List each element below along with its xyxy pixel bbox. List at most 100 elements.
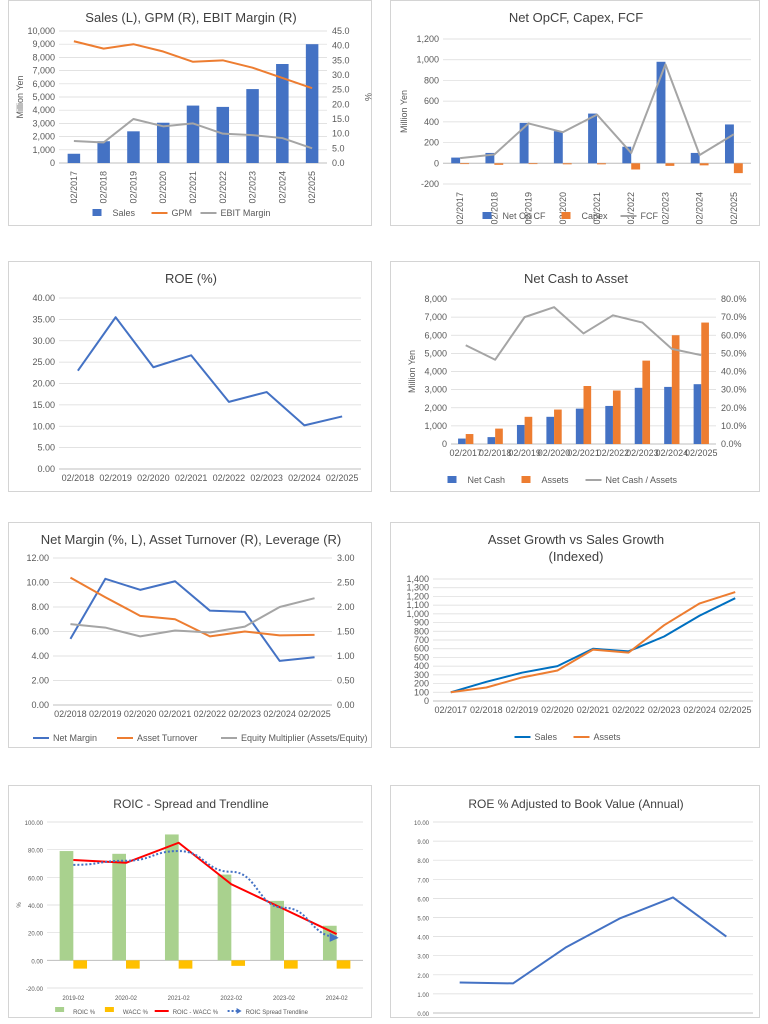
bar-roic- [270,900,284,961]
x-tick-label: 02/2022 [612,705,645,715]
bar-net-op-cf [519,122,529,164]
bar-net-cash [458,438,466,444]
line-net-margin [69,577,315,662]
chart-roe-adjusted-book: ROE % Adjusted to Book Value (Annual) 0.0… [390,785,760,1018]
x-tick-label: 02/2020 [541,705,574,715]
x-tick-label: 02/2021 [159,709,192,719]
y-tick-label: 10.00 [26,578,49,588]
bar-capex [494,163,504,165]
x-tick-label: 02/2018 [54,709,87,719]
x-tick-label: 02/2020 [158,171,168,204]
bar-capex [528,163,538,165]
y2-tick-label: 35.0 [332,55,350,65]
x-tick-label: 02/2022 [626,192,636,225]
x-tick-label: 02/2024 [263,709,296,719]
x-tick-label: 02/2023 [660,192,670,225]
legend-label: Net Margin [53,733,97,743]
y-tick-label: 8,000 [32,52,55,62]
y2-tick-label: 40.0% [721,367,747,377]
chart-net-cash-to-asset: Net Cash to Asset 0 1,000 2,000 3,000 4,000 5,… [390,261,760,492]
y2-tick-label: 10.0% [721,421,747,431]
chart-margin-turnover-leverage: Net Margin (%, L), Asset Turnover (R), L… [8,522,372,748]
bar-net-op-cf [622,146,632,164]
y-axis-title: Million Yen [399,90,409,133]
y-tick-label: 7,000 [32,66,55,76]
y-tick-label: 6,000 [424,330,447,340]
bar-capex [597,163,606,165]
legend-label: Net Op CF [503,211,547,221]
y-tick-label: 4.00 [417,936,429,942]
x-tick-label: 02/2022 [213,473,246,483]
x-tick-label: 02/2025 [719,705,752,715]
line-roe-adjusted [459,896,727,985]
bar-sales [246,89,259,163]
bar-sales [127,131,140,163]
y2-tick-label: 70.0% [721,312,747,322]
y2-tick-label: 30.0% [721,385,747,395]
x-tick-label: 02/2017 [455,192,465,225]
y2-tick-label: 0.0 [332,158,345,168]
x-tick-label: 02/2020 [124,709,157,719]
y-tick-label: 3,000 [424,385,447,395]
legend-label: Assets [542,475,570,485]
x-tick-label: 02/2017 [449,448,482,458]
y2-tick-label: 15.0 [332,114,350,124]
legend-label: Sales [113,208,136,218]
y-tick-label: 100.00 [25,821,44,827]
legend-swatch [561,212,571,219]
y-tick-label: 500 [414,652,429,662]
bar-net-cash [634,387,643,444]
bar-roic- [217,874,232,961]
y-tick-label: 1,000 [424,421,447,431]
y-tick-label: 1,100 [406,600,429,610]
y-axis-title: Million Yen [15,75,25,118]
y2-axis-title: % [363,93,373,101]
y-tick-label: 3.00 [417,955,429,961]
bar-roic- [112,853,126,961]
chart-roic-spread: ROIC - Spread and Trendline -20.00 0.00 20.… [8,785,372,1018]
x-tick-label: 02/2020 [137,473,170,483]
x-tick-label: 02/2023 [626,448,659,458]
bar-net-cash [575,408,584,444]
x-tick-label: 02/2021 [592,192,602,225]
x-tick-label: 02/2018 [479,448,512,458]
bar-assets [524,416,533,444]
y2-tick-label: 30.0 [332,70,350,80]
x-tick-label: 02/2022 [194,709,227,719]
y-tick-label: 200 [414,679,429,689]
y-tick-label: 2,000 [424,403,447,413]
y-tick-label: 6.00 [417,897,429,903]
legend-swatch [521,476,531,483]
x-tick-label: 02/2023 [250,473,283,483]
x-tick-label: 02/2018 [99,171,109,204]
chart-title: ROE % Adjusted to Book Value (Annual) [468,797,683,811]
bar-capex [699,163,709,166]
line-ebit-margin [73,118,313,150]
x-tick-label: 02/2025 [685,448,718,458]
bar-assets [701,322,709,444]
y-tick-label: 4,000 [32,105,55,115]
y-tick-label: 1,000 [406,609,429,619]
y-tick-label: 1,000 [32,145,55,155]
y-tick-label: 0 [442,439,447,449]
y2-tick-label: 20.0% [721,403,747,413]
y-tick-label: 5,000 [32,92,55,102]
x-tick-label: 02/2019 [508,448,541,458]
x-tick-label: 02/2018 [62,473,95,483]
bar-wacc- [284,960,298,969]
y-tick-label: 30.00 [32,336,55,346]
y2-tick-label: 2.00 [337,602,355,612]
line-fcf [460,63,735,160]
legend-label: Equity Multiplier (Assets/Equity) [241,733,368,743]
line-assets [450,591,736,694]
y2-tick-label: 1.50 [337,627,355,637]
y-tick-label: 4,000 [424,367,447,377]
bar-sales [156,122,170,163]
bar-net-op-cf [588,113,597,164]
bar-assets [642,360,651,444]
bar-sales [216,106,230,163]
legend-swatch [447,476,457,483]
x-tick-label: 02/2021 [175,473,208,483]
y-tick-label: 0.00 [37,464,55,474]
bar-assets [612,390,621,444]
